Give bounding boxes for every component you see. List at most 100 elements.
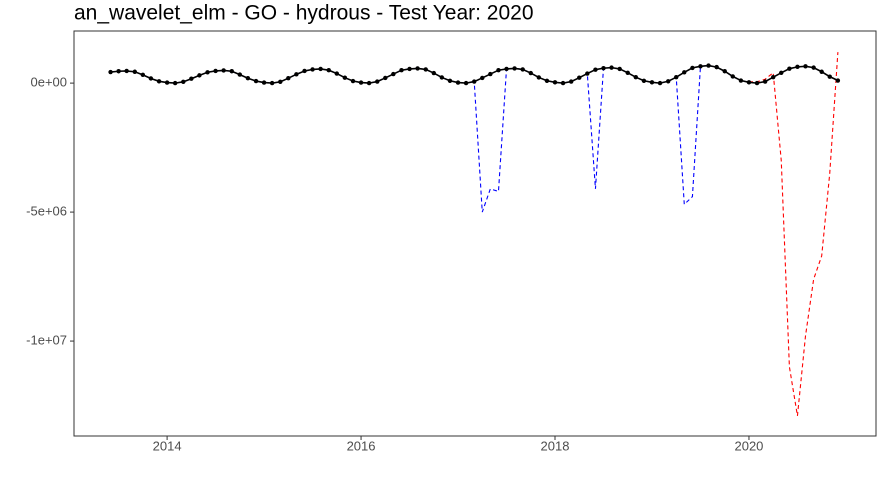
data-point	[536, 75, 542, 80]
y-tick-label: -1e+07	[26, 333, 67, 348]
data-point	[771, 74, 776, 80]
data-point	[827, 74, 832, 79]
data-point	[520, 67, 525, 72]
data-point	[172, 80, 178, 86]
data-point	[463, 80, 469, 86]
data-point	[108, 69, 113, 75]
x-tick-label: 2014	[153, 438, 182, 453]
data-point	[819, 69, 824, 74]
data-point	[528, 70, 533, 76]
series-line	[748, 52, 839, 416]
data-point	[835, 78, 841, 83]
data-point	[738, 78, 744, 83]
data-point	[383, 75, 388, 81]
data-point	[779, 70, 784, 75]
data-point	[318, 66, 323, 72]
data-point	[213, 68, 218, 74]
data-point	[762, 79, 768, 84]
data-point	[512, 66, 517, 71]
data-point	[730, 74, 735, 79]
data-point	[577, 75, 582, 80]
data-point	[633, 74, 638, 80]
data-point	[657, 80, 663, 86]
data-point	[431, 70, 436, 76]
data-point	[585, 71, 590, 76]
data-point	[189, 76, 194, 81]
data-point	[641, 78, 647, 83]
data-point	[665, 79, 671, 84]
data-point	[221, 68, 226, 73]
data-point	[722, 69, 727, 74]
data-point	[746, 80, 752, 85]
data-point	[399, 68, 404, 73]
data-point	[698, 64, 703, 69]
data-point	[375, 79, 380, 84]
data-point	[544, 78, 550, 83]
data-point	[140, 72, 146, 78]
data-point	[706, 63, 711, 68]
data-point	[124, 68, 129, 74]
data-point	[245, 76, 251, 81]
data-point	[261, 80, 267, 85]
data-point	[391, 71, 396, 77]
data-point	[560, 80, 566, 86]
data-point	[358, 80, 364, 85]
data-point	[310, 67, 315, 72]
data-point	[787, 66, 792, 71]
data-point	[496, 68, 501, 73]
data-point	[423, 67, 428, 72]
data-point	[116, 69, 121, 74]
data-point	[164, 80, 170, 85]
data-point	[455, 80, 461, 85]
data-point	[350, 78, 356, 84]
data-point	[803, 64, 808, 69]
data-point	[649, 80, 655, 85]
data-point	[447, 78, 453, 83]
data-point	[601, 65, 606, 71]
data-point	[811, 65, 816, 70]
data-point	[197, 73, 202, 78]
panel-border	[73, 30, 877, 437]
data-point	[294, 72, 299, 77]
y-tick-label: 0e+00	[30, 75, 67, 90]
data-point	[682, 70, 687, 75]
data-point	[415, 66, 420, 71]
x-tick-label: 2016	[347, 438, 376, 453]
data-point	[480, 75, 485, 81]
data-point	[156, 79, 162, 84]
data-point	[617, 66, 622, 72]
x-tick-label: 2020	[734, 438, 763, 453]
data-point	[690, 65, 695, 71]
data-point	[625, 70, 630, 75]
data-point	[286, 76, 291, 81]
data-point	[674, 74, 679, 80]
data-point	[229, 69, 234, 74]
data-point	[714, 64, 719, 70]
data-point	[132, 69, 138, 74]
data-point	[302, 68, 307, 74]
data-point	[593, 67, 598, 72]
data-point	[488, 71, 493, 77]
data-point	[754, 80, 760, 86]
data-point	[795, 64, 800, 70]
data-point	[181, 79, 186, 85]
data-point	[366, 80, 372, 86]
data-point	[253, 78, 259, 84]
data-point	[609, 65, 614, 70]
data-point	[205, 70, 210, 75]
data-point	[407, 66, 412, 72]
data-point	[569, 79, 574, 84]
y-tick-label: -5e+06	[26, 204, 67, 219]
data-point	[472, 79, 477, 84]
data-point	[237, 72, 243, 77]
data-point	[278, 79, 283, 85]
data-point	[269, 80, 275, 86]
data-point	[342, 75, 348, 80]
data-point	[552, 80, 558, 85]
data-point	[148, 76, 154, 81]
data-point	[439, 75, 445, 80]
data-point	[326, 68, 331, 73]
